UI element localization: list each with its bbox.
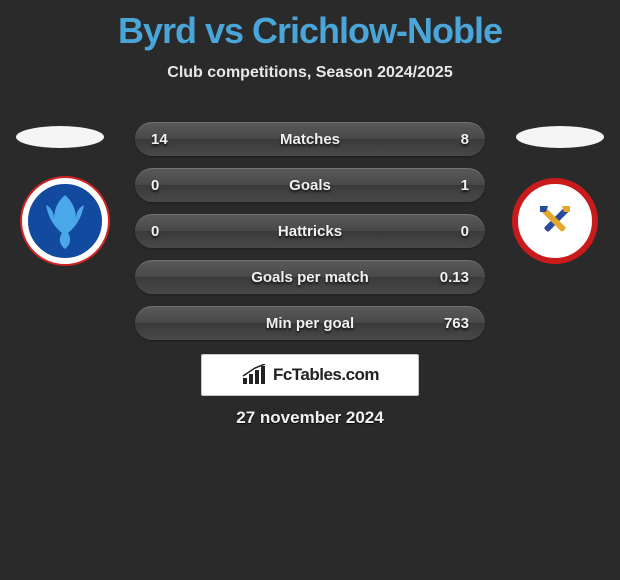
watermark-logo: FcTables.com: [201, 354, 419, 396]
stat-value-right: 763: [444, 315, 469, 332]
stat-row: Goals per match 0.13: [135, 260, 485, 294]
stat-value-right: 8: [461, 131, 469, 148]
team-badge-left: [22, 178, 108, 264]
date-label: 27 november 2024: [0, 408, 620, 428]
stat-label: Hattricks: [135, 223, 485, 240]
stat-label: Goals per match: [135, 269, 485, 286]
player-tag-right: [516, 126, 604, 148]
stat-value-right: 0.13: [440, 269, 469, 286]
watermark-text: FcTables.com: [273, 365, 379, 385]
stat-row: 14 Matches 8: [135, 122, 485, 156]
subtitle: Club competitions, Season 2024/2025: [0, 64, 620, 82]
bar-chart-icon: [241, 364, 267, 386]
stat-label: Min per goal: [135, 315, 485, 332]
player-tag-left: [16, 126, 104, 148]
stat-label: Goals: [135, 177, 485, 194]
stat-value-right: 0: [461, 223, 469, 240]
stat-row: 0 Hattricks 0: [135, 214, 485, 248]
phoenix-icon: [28, 184, 102, 258]
page-title: Byrd vs Crichlow-Noble: [0, 0, 620, 52]
stat-value-right: 1: [461, 177, 469, 194]
stat-label: Matches: [135, 131, 485, 148]
stat-row: Min per goal 763: [135, 306, 485, 340]
crossed-tools-icon: [530, 196, 580, 246]
comparison-stats: 14 Matches 8 0 Goals 1 0 Hattricks 0 Goa…: [135, 122, 485, 352]
stat-row: 0 Goals 1: [135, 168, 485, 202]
team-badge-right: [512, 178, 598, 264]
